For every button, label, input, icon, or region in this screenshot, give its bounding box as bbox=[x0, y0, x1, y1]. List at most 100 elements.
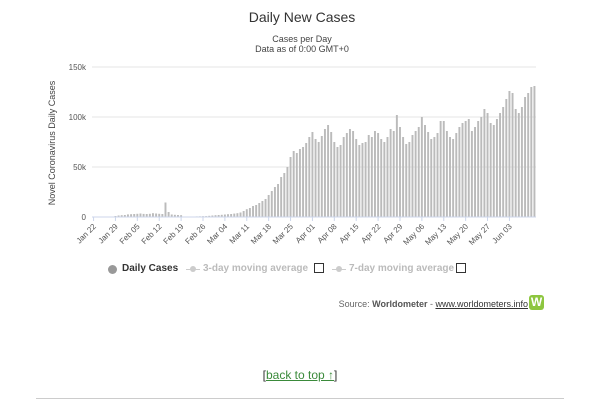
bar[interactable] bbox=[252, 206, 254, 217]
bar[interactable] bbox=[411, 135, 414, 217]
bar[interactable] bbox=[417, 127, 420, 217]
bar[interactable] bbox=[180, 215, 183, 217]
bar[interactable] bbox=[486, 113, 489, 217]
bar[interactable] bbox=[230, 214, 233, 217]
bar[interactable] bbox=[161, 214, 164, 217]
bar[interactable] bbox=[280, 177, 283, 217]
bar[interactable] bbox=[339, 145, 342, 217]
bar[interactable] bbox=[449, 137, 451, 217]
bar[interactable] bbox=[433, 137, 436, 217]
bar[interactable] bbox=[239, 212, 242, 218]
bar[interactable] bbox=[258, 203, 261, 217]
bar[interactable] bbox=[374, 131, 376, 217]
bar[interactable] bbox=[289, 157, 292, 217]
bar[interactable] bbox=[133, 214, 136, 217]
bar[interactable] bbox=[314, 139, 317, 217]
bar[interactable] bbox=[302, 147, 305, 217]
bar[interactable] bbox=[142, 213, 145, 217]
bar[interactable] bbox=[136, 213, 139, 217]
bar[interactable] bbox=[477, 121, 480, 217]
bar[interactable] bbox=[364, 142, 367, 217]
bar[interactable] bbox=[367, 135, 370, 217]
bar[interactable] bbox=[158, 213, 161, 217]
bar[interactable] bbox=[377, 133, 380, 217]
bar[interactable] bbox=[489, 123, 492, 217]
bar[interactable] bbox=[167, 212, 170, 217]
bar[interactable] bbox=[355, 139, 358, 217]
bar[interactable] bbox=[242, 211, 245, 217]
bar[interactable] bbox=[499, 113, 502, 217]
bar[interactable] bbox=[273, 187, 276, 217]
bar[interactable] bbox=[327, 125, 330, 217]
bar[interactable] bbox=[139, 213, 142, 218]
bar[interactable] bbox=[380, 139, 383, 217]
bar[interactable] bbox=[445, 131, 448, 217]
bar[interactable] bbox=[248, 208, 251, 217]
bar[interactable] bbox=[336, 147, 339, 217]
bar[interactable] bbox=[348, 129, 351, 217]
bar[interactable] bbox=[148, 213, 151, 217]
bar[interactable] bbox=[220, 214, 223, 217]
bar[interactable] bbox=[173, 214, 176, 217]
bar[interactable] bbox=[227, 214, 229, 217]
bar[interactable] bbox=[427, 132, 430, 217]
checkbox-3day-avg[interactable] bbox=[314, 263, 324, 273]
bar[interactable] bbox=[470, 131, 473, 217]
bar[interactable] bbox=[267, 195, 270, 217]
worldometer-logo-icon[interactable]: W bbox=[529, 295, 544, 310]
bar[interactable] bbox=[452, 139, 455, 217]
bar[interactable] bbox=[317, 142, 320, 217]
source-link[interactable]: www.worldometers.info bbox=[435, 299, 528, 309]
bar[interactable] bbox=[177, 215, 179, 217]
bar[interactable] bbox=[211, 215, 214, 218]
bar[interactable] bbox=[208, 215, 211, 217]
bar[interactable] bbox=[517, 113, 520, 217]
bar[interactable] bbox=[442, 121, 445, 217]
bar[interactable] bbox=[458, 127, 461, 217]
bar[interactable] bbox=[323, 129, 326, 217]
bar[interactable] bbox=[261, 201, 264, 217]
bar[interactable] bbox=[311, 132, 314, 217]
bar[interactable] bbox=[424, 125, 426, 217]
bar[interactable] bbox=[130, 214, 133, 217]
bar[interactable] bbox=[383, 142, 386, 217]
bar[interactable] bbox=[117, 215, 120, 218]
bar[interactable] bbox=[358, 145, 361, 217]
bar[interactable] bbox=[436, 133, 439, 217]
bar[interactable] bbox=[430, 139, 433, 217]
bar[interactable] bbox=[414, 131, 417, 217]
bar[interactable] bbox=[520, 107, 523, 217]
bar[interactable] bbox=[295, 153, 298, 217]
bar[interactable] bbox=[386, 137, 389, 217]
bar[interactable] bbox=[533, 86, 536, 217]
bar[interactable] bbox=[120, 215, 123, 217]
back-to-top-link[interactable]: back to top ↑ bbox=[265, 368, 335, 382]
bar[interactable] bbox=[483, 109, 486, 217]
bar[interactable] bbox=[389, 129, 392, 217]
bar[interactable] bbox=[333, 142, 336, 217]
bar[interactable] bbox=[480, 117, 483, 217]
bar[interactable] bbox=[361, 143, 364, 217]
bar[interactable] bbox=[524, 97, 527, 217]
bar[interactable] bbox=[308, 137, 311, 217]
bar[interactable] bbox=[164, 202, 167, 218]
checkbox-7day-avg[interactable] bbox=[456, 263, 466, 273]
bar[interactable] bbox=[155, 213, 158, 218]
bar[interactable] bbox=[223, 214, 226, 218]
bar[interactable] bbox=[455, 133, 458, 217]
bar[interactable] bbox=[264, 199, 267, 217]
bar[interactable] bbox=[492, 125, 495, 217]
bar[interactable] bbox=[405, 144, 408, 217]
bar[interactable] bbox=[330, 132, 333, 217]
bar[interactable] bbox=[395, 115, 398, 217]
bar[interactable] bbox=[392, 131, 395, 217]
bar[interactable] bbox=[123, 215, 126, 217]
bar[interactable] bbox=[370, 137, 373, 217]
bar[interactable] bbox=[305, 143, 308, 217]
bar[interactable] bbox=[502, 107, 505, 217]
bar[interactable] bbox=[298, 149, 301, 217]
bar[interactable] bbox=[277, 184, 280, 217]
bar[interactable] bbox=[233, 213, 236, 217]
bar[interactable] bbox=[292, 151, 295, 217]
bar[interactable] bbox=[420, 117, 423, 217]
